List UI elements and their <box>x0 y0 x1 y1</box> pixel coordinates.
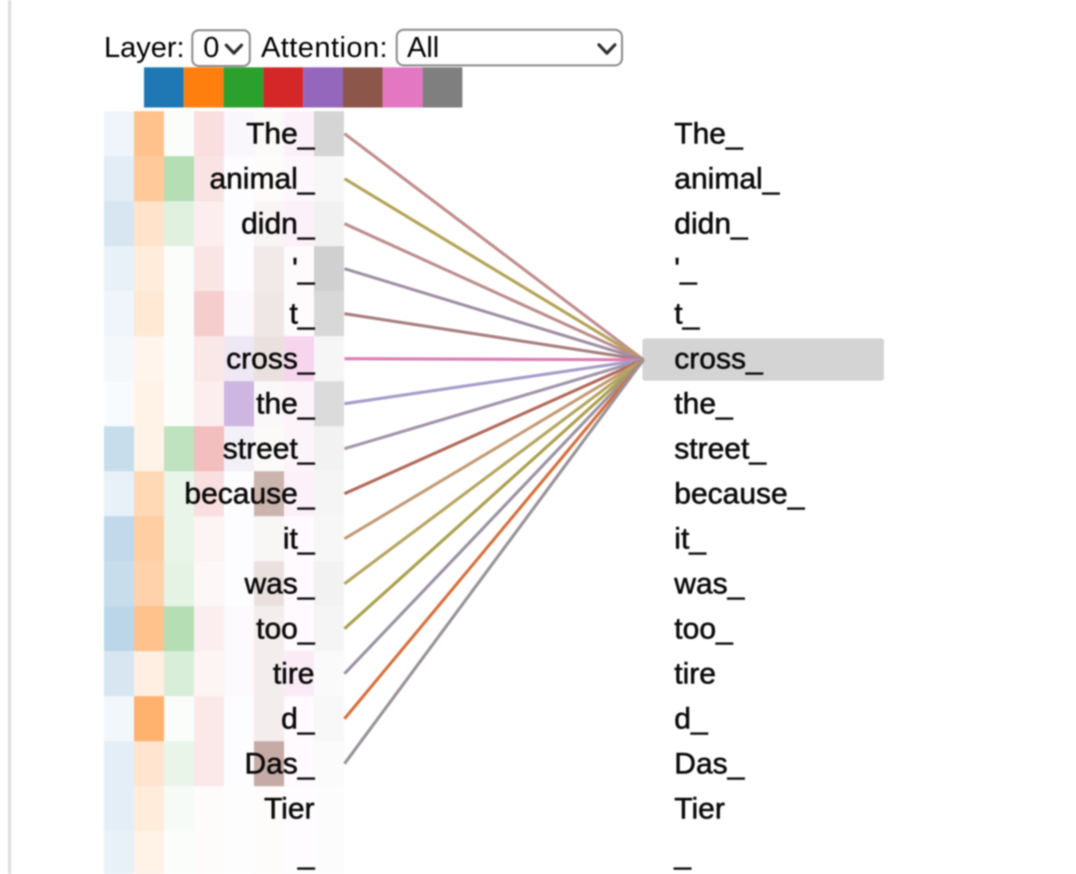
svg-text:Layer:: Layer: <box>104 32 185 64</box>
svg-text:animal_: animal_ <box>674 162 780 195</box>
svg-text:The_: The_ <box>674 117 744 150</box>
svg-text:_: _ <box>297 837 316 870</box>
svg-text:Tier: Tier <box>674 792 725 825</box>
svg-text:street_: street_ <box>223 432 316 465</box>
svg-text:tire: tire <box>273 657 315 690</box>
svg-text:too_: too_ <box>256 612 316 645</box>
svg-text:didn_: didn_ <box>241 207 316 240</box>
svg-text:cross_: cross_ <box>674 342 764 375</box>
svg-text:d_: d_ <box>281 702 316 735</box>
svg-text:'_: '_ <box>674 252 698 285</box>
svg-text:t_: t_ <box>289 297 315 330</box>
svg-text:it_: it_ <box>674 522 707 555</box>
svg-text:because_: because_ <box>674 477 805 510</box>
svg-text:'_: '_ <box>292 252 316 285</box>
svg-text:Das_: Das_ <box>674 747 745 780</box>
svg-text:Tier: Tier <box>264 792 315 825</box>
svg-text:street_: street_ <box>674 432 767 465</box>
svg-text:_: _ <box>673 837 692 870</box>
svg-text:was_: was_ <box>673 567 745 600</box>
svg-text:animal_: animal_ <box>209 162 315 195</box>
svg-text:Das_: Das_ <box>244 747 315 780</box>
svg-text:d_: d_ <box>674 702 709 735</box>
svg-text:All: All <box>407 32 439 64</box>
svg-text:too_: too_ <box>674 612 734 645</box>
svg-text:because_: because_ <box>184 477 315 510</box>
svg-text:The_: The_ <box>246 117 316 150</box>
svg-text:the_: the_ <box>256 387 316 420</box>
svg-text:cross_: cross_ <box>226 342 316 375</box>
svg-text:Attention:: Attention: <box>261 32 388 64</box>
svg-text:didn_: didn_ <box>674 207 749 240</box>
svg-text:it_: it_ <box>283 522 316 555</box>
svg-text:0: 0 <box>203 32 219 64</box>
svg-text:was_: was_ <box>243 567 315 600</box>
svg-text:tire: tire <box>674 657 716 690</box>
svg-text:the_: the_ <box>674 387 734 420</box>
svg-text:t_: t_ <box>674 297 700 330</box>
